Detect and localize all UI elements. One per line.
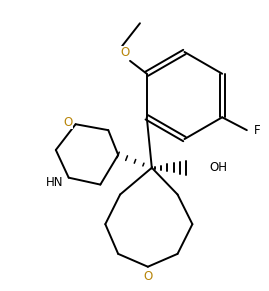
Text: F: F [254,124,260,137]
Text: HN: HN [46,176,64,189]
Text: O: O [121,47,130,59]
Text: OH: OH [209,161,227,174]
Text: O: O [143,270,153,283]
Text: O: O [63,116,73,129]
